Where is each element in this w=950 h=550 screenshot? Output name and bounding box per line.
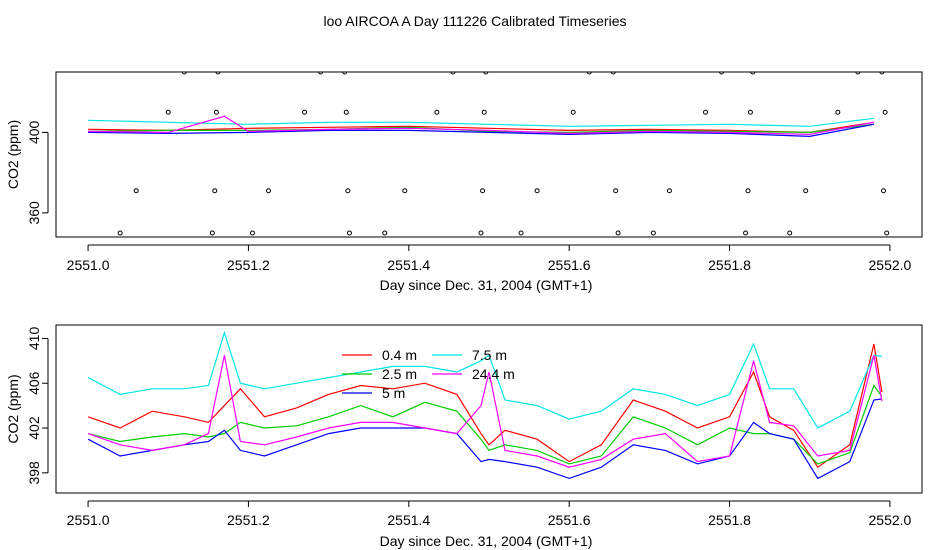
plot-frame xyxy=(55,324,923,494)
y-tick-label: 406 xyxy=(26,371,42,395)
data-point xyxy=(747,109,753,115)
x-tick-label: 2551.8 xyxy=(708,257,751,273)
series-line xyxy=(87,398,882,480)
series-line xyxy=(88,121,874,134)
data-point xyxy=(165,109,171,115)
data-point xyxy=(586,72,592,75)
data-point xyxy=(570,109,576,115)
data-point xyxy=(750,72,756,75)
chart-title: loo AIRCOA A Day 111226 Calibrated Times… xyxy=(324,13,627,29)
data-point xyxy=(610,72,616,75)
series-line xyxy=(88,123,875,138)
data-point xyxy=(481,109,487,115)
data-point xyxy=(382,230,388,236)
series-line xyxy=(87,355,883,468)
data-point xyxy=(703,109,708,115)
data-point xyxy=(803,188,809,194)
data-point xyxy=(518,230,524,236)
series-line xyxy=(88,117,874,127)
data-point xyxy=(209,230,215,236)
plot-frame xyxy=(55,71,923,238)
x-tick-label: 2551.4 xyxy=(387,257,430,273)
legend-label: 0.4 m xyxy=(382,347,417,363)
data-point xyxy=(534,188,540,194)
x-tick-label: 2551.8 xyxy=(708,512,751,528)
x-tick-label: 2551.4 xyxy=(387,512,430,528)
data-point xyxy=(450,72,456,75)
data-point xyxy=(302,109,308,115)
plot-data xyxy=(87,330,883,480)
x-tick-label: 2551.6 xyxy=(548,257,591,273)
y-axis-label: CO2 (ppm) xyxy=(5,120,21,189)
data-point xyxy=(343,109,349,115)
x-tick-label: 2551.2 xyxy=(227,257,270,273)
data-point xyxy=(478,230,484,236)
data-point xyxy=(719,72,725,75)
data-point xyxy=(745,188,751,194)
y-tick-label: 360 xyxy=(26,201,42,225)
data-point xyxy=(212,188,218,194)
y-tick-label: 398 xyxy=(26,461,42,485)
legend-label: 2.5 m xyxy=(382,366,417,382)
data-point xyxy=(835,109,841,115)
x-tick-label: 2552.0 xyxy=(869,512,912,528)
data-point xyxy=(882,109,888,115)
data-point xyxy=(133,188,139,194)
x-axis-label: Day since Dec. 31, 2004 (GMT+1) xyxy=(380,533,593,549)
data-point xyxy=(117,230,123,236)
x-tick-label: 2551.0 xyxy=(67,257,110,273)
series-line xyxy=(88,123,874,134)
y-tick-label: 410 xyxy=(26,327,42,351)
legend-label: 5 m xyxy=(382,385,405,401)
legend-label: 7.5 m xyxy=(472,347,507,363)
data-point xyxy=(345,188,351,194)
data-point xyxy=(666,188,672,194)
data-point xyxy=(265,188,271,194)
x-tick-label: 2552.0 xyxy=(869,257,912,273)
data-point xyxy=(483,72,489,75)
data-point xyxy=(881,188,887,194)
bottom-panel: 2551.0 2551.2 2551.4 2551.6 2551.8 2552.0 Day … xyxy=(5,324,923,549)
data-point xyxy=(402,188,408,194)
top-panel: 2551.0 2551.2 2551.4 2551.6 2551.8 2552.0 Day … xyxy=(5,71,923,293)
x-tick-label: 2551.6 xyxy=(548,512,591,528)
data-point xyxy=(342,72,348,75)
y-tick-label: 402 xyxy=(26,416,42,440)
y-tick-label: 400 xyxy=(26,120,42,144)
data-point xyxy=(480,188,486,194)
plot-data xyxy=(88,72,890,236)
data-point xyxy=(884,230,890,236)
series-line xyxy=(88,115,875,136)
x-tick-label: 2551.2 xyxy=(227,512,270,528)
series-line xyxy=(87,330,882,429)
data-point xyxy=(434,109,440,115)
data-point xyxy=(787,230,793,236)
data-point xyxy=(743,230,749,236)
x-tick-label: 2551.0 xyxy=(67,512,110,528)
x-axis-label: Day since Dec. 31, 2004 (GMT+1) xyxy=(380,277,593,293)
data-point xyxy=(346,230,352,236)
data-point xyxy=(613,188,619,194)
series-line xyxy=(87,343,883,469)
data-point xyxy=(855,72,861,75)
data-point xyxy=(318,72,324,75)
legend-label: 24.4 m xyxy=(472,366,515,382)
data-point xyxy=(215,72,221,75)
data-point xyxy=(615,230,621,236)
data-point xyxy=(213,109,219,115)
y-axis-label: CO2 (ppm) xyxy=(5,374,21,443)
data-point xyxy=(650,230,656,236)
data-point xyxy=(879,72,885,75)
data-point xyxy=(181,72,187,75)
data-point xyxy=(249,230,255,236)
